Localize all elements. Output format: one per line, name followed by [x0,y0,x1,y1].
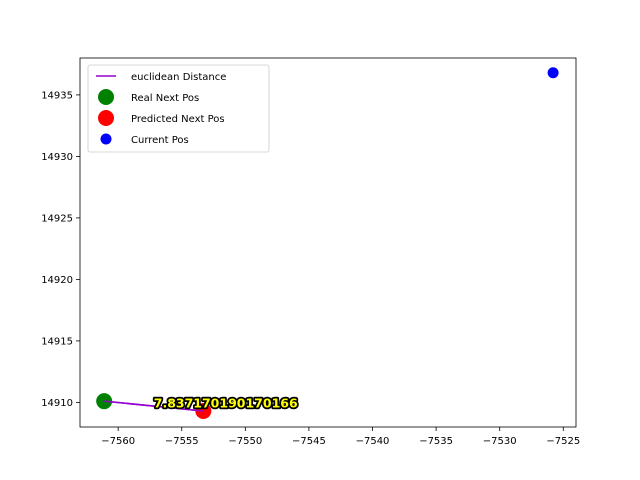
legend-label: euclidean Distance [131,72,226,83]
x-axis: −7560 −7555 −7550 −7545 −7540 −7535 −7530 −7525 [101,427,580,447]
x-tick-label: −7540 [356,436,390,447]
legend-marker-swatch [100,133,112,145]
y-tick-label: 14910 [41,398,73,409]
y-tick-label: 14920 [41,275,73,286]
x-tick-label: −7535 [419,436,453,447]
legend-marker-swatch [98,110,114,126]
distance-line-overlay [104,400,204,412]
y-tick-label: 14935 [41,90,73,101]
x-tick-label: −7555 [165,436,199,447]
distance-annotation: 7.837170190170166 [154,395,298,410]
legend-marker-swatch [98,89,114,105]
x-tick-label: −7550 [228,436,262,447]
x-tick-label: −7545 [292,436,326,447]
current-pos-point [547,67,559,79]
y-tick-label: 14925 [41,213,73,224]
legend-label: Real Next Pos [131,93,199,104]
x-tick-label: −7525 [546,436,580,447]
x-tick-label: −7560 [101,436,135,447]
y-tick-label: 14915 [41,336,73,347]
y-axis: 14910 14915 14920 14925 14930 14935 [41,90,80,409]
legend-box [87,64,270,153]
plot-area: 7.837170190170166 [96,67,559,420]
axes-frame [79,57,577,428]
y-tick-label: 14930 [41,152,73,163]
x-tick-label: −7530 [483,436,517,447]
legend-label: Predicted Next Pos [131,114,225,125]
legend-label: Current Pos [131,135,189,146]
legend: euclidean Distance Real Next Pos Predicted… [87,64,270,153]
